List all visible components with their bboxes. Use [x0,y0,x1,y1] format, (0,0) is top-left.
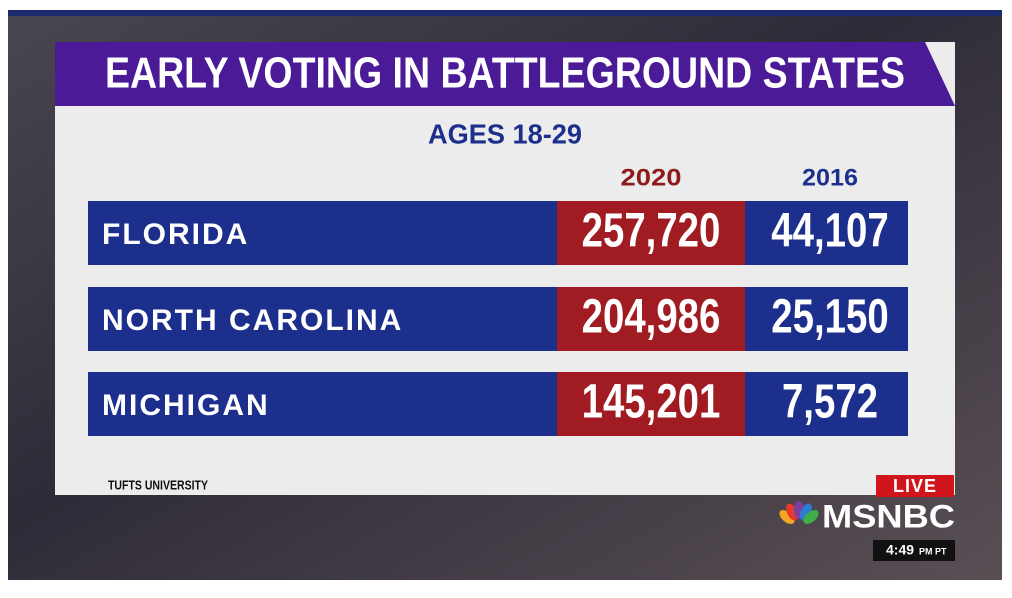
row-bar [88,201,908,265]
time-suffix: PM PT [919,546,947,556]
value-2016: 7,572 [782,376,878,429]
value-2016: 44,107 [771,205,888,258]
value-2020: 257,720 [582,205,721,258]
row-bar [88,287,908,351]
network: MSNBC [822,498,955,534]
top-strip [8,10,1002,16]
state-name: NORTH CAROLINA [102,304,403,337]
column-header: 2020 [621,164,682,191]
value-2020: 204,986 [582,291,721,344]
column-header: 2016 [802,164,858,191]
peacock-logo [779,501,819,524]
value-2016: 25,150 [771,291,888,344]
state-name: FLORIDA [102,218,249,251]
subtitle: AGES 18-29 [428,118,582,149]
highlight-cell [557,287,745,351]
value-2020: 145,201 [582,376,721,429]
source: TUFTS UNIVERSITY [108,477,208,492]
highlight-cell [557,372,745,436]
row-bar [88,372,908,436]
time-box [873,540,955,561]
live-badge [876,475,954,497]
table-rows: FLORIDA 257,720 44,107 NORTH CAROLINA 204,98… [88,201,908,436]
time: 4:49 [886,542,914,558]
title: EARLY VOTING IN BATTLEGROUND STATES [105,49,905,98]
state-name: MICHIGAN [102,389,270,422]
live-label: LIVE [893,476,937,496]
highlight-cell [557,201,745,265]
title-band [55,42,955,106]
